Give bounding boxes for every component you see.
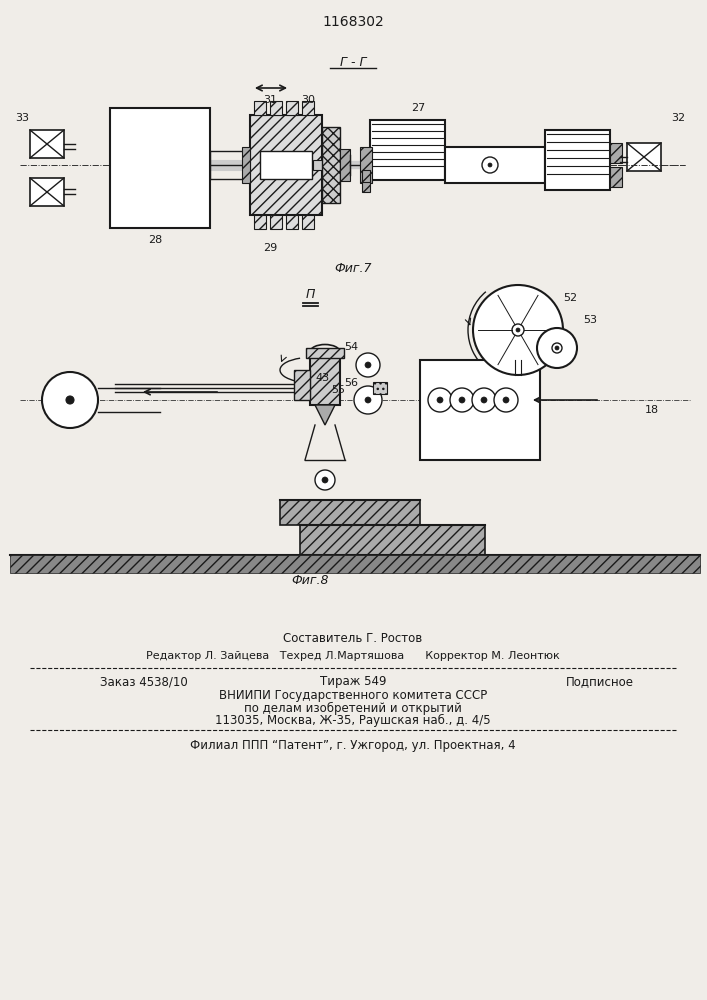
Bar: [286, 215, 298, 229]
Text: Подписное: Подписное: [566, 676, 634, 688]
Bar: [30, 130, 64, 158]
Circle shape: [365, 397, 371, 403]
Text: по делам изобретений и открытий: по делам изобретений и открытий: [244, 701, 462, 715]
Text: Заказ 4538/10: Заказ 4538/10: [100, 676, 188, 688]
Bar: [420, 360, 540, 460]
Text: 30: 30: [301, 95, 315, 105]
Bar: [110, 108, 210, 228]
Circle shape: [356, 353, 380, 377]
Text: 113035, Москва, Ж-35, Раушская наб., д. 4/5: 113035, Москва, Ж-35, Раушская наб., д. …: [215, 713, 491, 727]
Bar: [545, 130, 610, 190]
Text: Редактор Л. Зайцева   Техред Л.Мартяшова      Корректор М. Леонтюк: Редактор Л. Зайцева Техред Л.Мартяшова К…: [146, 651, 560, 661]
Text: 1168302: 1168302: [322, 15, 384, 29]
Text: 43: 43: [316, 373, 330, 383]
Circle shape: [488, 163, 492, 167]
Circle shape: [459, 397, 465, 403]
Bar: [310, 355, 340, 405]
Text: Филиал ППП “Патент”, г. Ужгород, ул. Проектная, 4: Филиал ППП “Патент”, г. Ужгород, ул. Про…: [190, 738, 516, 752]
Bar: [300, 525, 485, 555]
Circle shape: [537, 328, 577, 368]
Circle shape: [437, 397, 443, 403]
Text: 32: 32: [671, 113, 685, 123]
Circle shape: [503, 397, 509, 403]
Bar: [322, 127, 340, 203]
Text: 53: 53: [583, 315, 597, 325]
Circle shape: [365, 362, 371, 368]
Text: Тираж 549: Тираж 549: [320, 676, 386, 688]
Bar: [362, 170, 370, 182]
Text: 54: 54: [344, 342, 358, 352]
Bar: [30, 178, 64, 206]
Bar: [250, 115, 322, 215]
Circle shape: [428, 388, 452, 412]
Text: 52: 52: [563, 293, 577, 303]
Text: Фиг.7: Фиг.7: [334, 261, 372, 274]
Bar: [242, 147, 250, 183]
Text: ВНИИПИ Государственного комитета СССР: ВНИИПИ Государственного комитета СССР: [219, 688, 487, 702]
Bar: [610, 167, 622, 187]
Bar: [280, 500, 420, 525]
Text: 28: 28: [148, 235, 162, 245]
Circle shape: [42, 372, 98, 428]
Bar: [362, 180, 370, 192]
Text: П: П: [305, 288, 315, 302]
Circle shape: [450, 388, 474, 412]
Circle shape: [512, 324, 524, 336]
Text: 18: 18: [645, 405, 659, 415]
Bar: [270, 101, 282, 115]
Text: Фиг.8: Фиг.8: [291, 574, 329, 586]
Bar: [286, 101, 298, 115]
Bar: [445, 147, 545, 183]
Bar: [10, 555, 700, 573]
Text: 55: 55: [331, 385, 345, 395]
Bar: [306, 348, 344, 358]
Circle shape: [481, 397, 487, 403]
Circle shape: [494, 388, 518, 412]
Text: Г - Г: Г - Г: [340, 55, 366, 68]
Circle shape: [354, 386, 382, 414]
Bar: [270, 215, 282, 229]
Bar: [302, 101, 314, 115]
Circle shape: [322, 477, 328, 483]
Circle shape: [552, 343, 562, 353]
Bar: [254, 101, 266, 115]
Bar: [340, 149, 350, 181]
Text: 29: 29: [263, 243, 277, 253]
Text: Составитель Г. Ростов: Составитель Г. Ростов: [284, 632, 423, 645]
Circle shape: [555, 346, 559, 350]
Text: 27: 27: [411, 103, 425, 113]
Bar: [294, 370, 310, 400]
Bar: [610, 143, 622, 163]
Bar: [627, 143, 661, 171]
Circle shape: [315, 470, 335, 490]
Text: 56: 56: [344, 378, 358, 388]
Bar: [373, 382, 387, 394]
Circle shape: [472, 388, 496, 412]
Circle shape: [66, 396, 74, 404]
Bar: [302, 215, 314, 229]
Bar: [370, 120, 445, 180]
Circle shape: [516, 328, 520, 332]
Bar: [260, 151, 312, 179]
Polygon shape: [315, 405, 335, 425]
Bar: [313, 160, 323, 170]
Bar: [360, 147, 372, 183]
Text: 33: 33: [15, 113, 29, 123]
Circle shape: [473, 285, 563, 375]
Bar: [254, 215, 266, 229]
Circle shape: [482, 157, 498, 173]
Text: 31: 31: [263, 95, 277, 105]
